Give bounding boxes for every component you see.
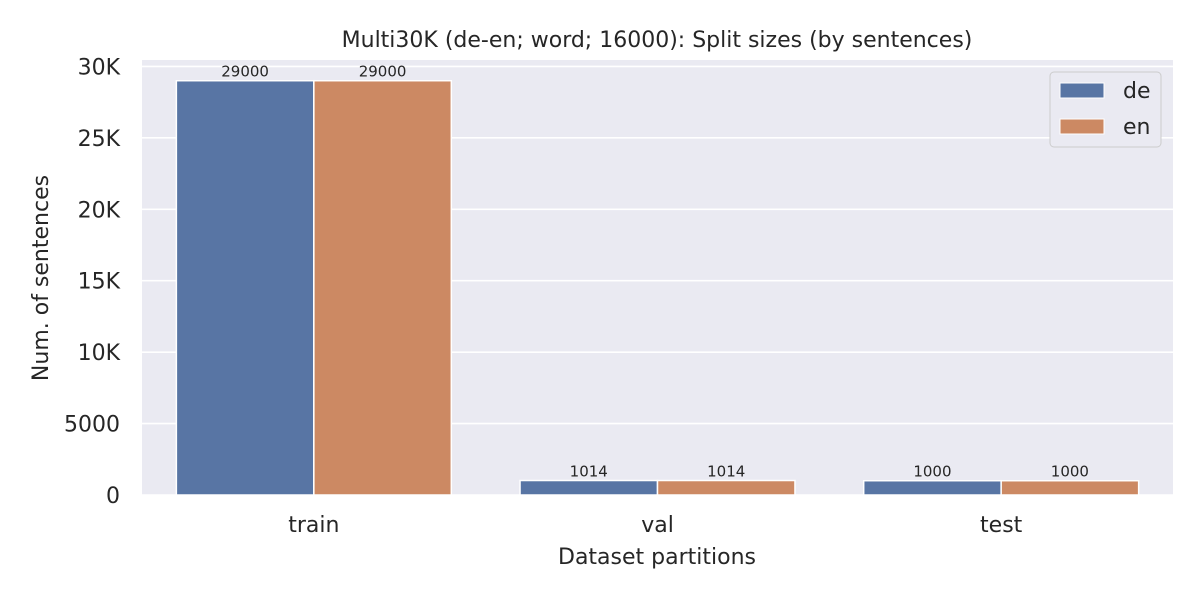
legend-swatch-en bbox=[1059, 118, 1105, 135]
x-tick-label-test: test bbox=[980, 513, 1023, 538]
bar-val-de bbox=[519, 479, 659, 496]
x-axis-label: Dataset partitions bbox=[558, 545, 756, 570]
bar-val-en bbox=[656, 479, 796, 496]
legend: de en bbox=[1049, 71, 1162, 148]
x-tick-label-train: train bbox=[288, 513, 339, 538]
data-label-val-de: 1014 bbox=[570, 463, 608, 481]
y-tick-label: 25K bbox=[78, 127, 121, 152]
bar-test-de bbox=[862, 479, 1002, 496]
data-labels: 29000 29000 1014 1014 1000 1000 bbox=[221, 63, 1089, 481]
y-tick-label: 0 bbox=[106, 484, 120, 509]
x-axis-ticks: train val test bbox=[288, 513, 1022, 538]
y-tick-label: 30K bbox=[78, 55, 121, 80]
data-label-train-de: 29000 bbox=[221, 63, 269, 81]
data-label-test-en: 1000 bbox=[1051, 463, 1089, 481]
bars bbox=[175, 79, 1140, 496]
bar-train-en bbox=[313, 79, 453, 496]
y-tick-label: 20K bbox=[78, 198, 121, 223]
y-axis-label: Num. of sentences bbox=[29, 175, 54, 381]
legend-label-en: en bbox=[1123, 115, 1150, 140]
bar-train-de bbox=[175, 79, 315, 496]
data-label-train-en: 29000 bbox=[359, 63, 407, 81]
y-tick-label: 15K bbox=[78, 270, 121, 295]
y-axis-ticks: 0 5000 10K 15K 20K 25K 30K bbox=[64, 55, 121, 509]
legend-swatch-de bbox=[1059, 82, 1105, 99]
x-tick-label-val: val bbox=[641, 513, 674, 538]
y-tick-label: 5000 bbox=[64, 413, 120, 438]
data-label-test-de: 1000 bbox=[913, 463, 951, 481]
bar-test-en bbox=[1000, 479, 1140, 496]
legend-label-de: de bbox=[1123, 79, 1151, 104]
chart-title: Multi30K (de-en; word; 16000): Split siz… bbox=[342, 28, 973, 53]
y-tick-label: 10K bbox=[78, 341, 121, 366]
data-label-val-en: 1014 bbox=[707, 463, 745, 481]
